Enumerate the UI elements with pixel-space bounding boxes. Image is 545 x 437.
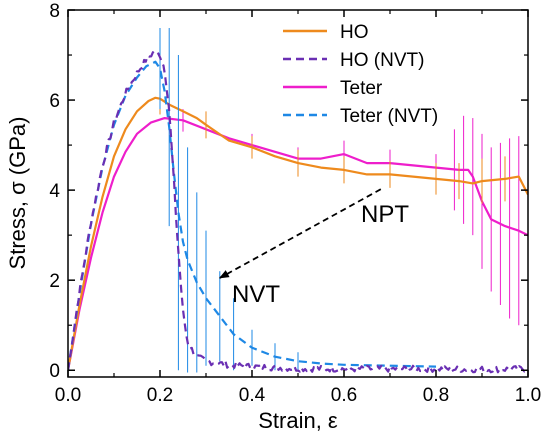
y-tick-label: 4 [49, 181, 60, 202]
x-axis-label: Strain, ε [258, 408, 338, 433]
legend-label: Teter (NVT) [340, 106, 438, 127]
legend-label: HO (NVT) [340, 50, 424, 71]
series-line [68, 96, 528, 371]
y-tick-label: 8 [49, 1, 60, 22]
series-layer [68, 28, 528, 374]
annotation-npt: NPT [361, 201, 409, 228]
series-teter [68, 109, 528, 371]
series-line [68, 51, 528, 374]
y-tick-label: 0 [49, 361, 60, 382]
legend-label: Teter [340, 78, 383, 99]
x-tick-label: 0.8 [423, 385, 449, 406]
axis-ticks: 0.0 0.2 0.4 0.6 0.8 1.0 0 2 4 6 8 [49, 1, 541, 406]
x-tick-label: 1.0 [515, 385, 541, 406]
legend-label: HO [340, 22, 369, 43]
annotation-arrow [218, 188, 382, 279]
x-tick-label: 0.0 [55, 385, 81, 406]
x-tick-label: 0.2 [147, 385, 173, 406]
x-tick-label: 0.4 [239, 385, 266, 406]
series-ho [68, 82, 528, 371]
y-axis-label: Stress, σ (GPa) [5, 117, 30, 270]
series-ho-nvt [68, 51, 528, 374]
y-tick-label: 2 [49, 271, 60, 292]
annotation-nvt: NVT [232, 281, 280, 308]
y-tick-label: 6 [49, 91, 60, 112]
legend: HO HO (NVT) Teter Teter (NVT) [283, 22, 438, 127]
x-tick-label: 0.6 [331, 385, 357, 406]
